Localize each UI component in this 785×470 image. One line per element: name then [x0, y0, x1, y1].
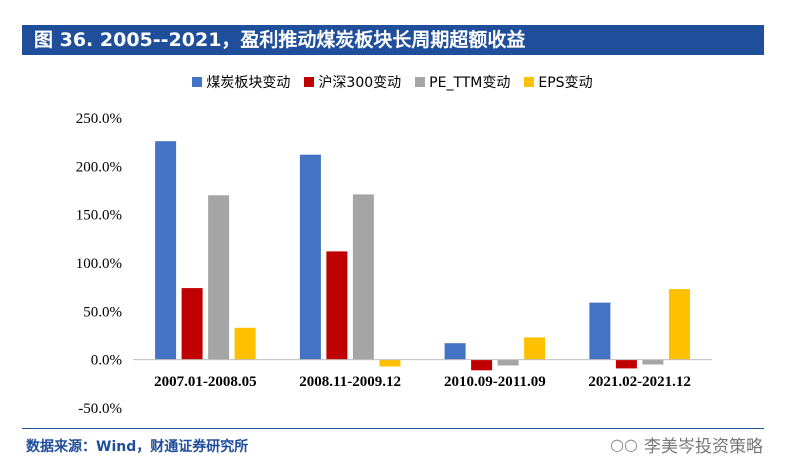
y-tick-label: 250.0% [76, 111, 122, 127]
bar [379, 359, 401, 367]
y-tick-label: 50.0% [83, 304, 122, 320]
legend-swatch-eps [524, 77, 535, 87]
legend-label-hs300: 沪深300变动 [318, 75, 402, 91]
watermark: ○○ 李美岑投资策略 [610, 432, 763, 457]
legend-swatch-hs300 [304, 77, 315, 87]
y-tick-label: 150.0% [76, 208, 122, 224]
y-tick-label: -50.0% [78, 401, 122, 417]
bar [352, 194, 374, 360]
source-note: 数据来源：Wind，财通证券研究所 [26, 439, 249, 455]
figure-title: 图 36. 2005--2021，盈利推动煤炭板块长周期超额收益 [22, 25, 764, 55]
bar [668, 289, 690, 360]
bar [299, 154, 321, 360]
legend-item-hs300: 沪深300变动 [304, 72, 401, 92]
bar [234, 327, 256, 360]
x-category-label: 2007.01-2008.05 [154, 374, 257, 390]
bar [326, 251, 348, 360]
legend-swatch-pe [415, 77, 426, 87]
wechat-icon: ○○ [610, 435, 638, 454]
bar [615, 359, 637, 369]
legend-item-coal: 煤炭板块变动 [192, 72, 290, 92]
bar [589, 302, 611, 360]
legend-item-eps: EPS变动 [524, 72, 593, 92]
y-tick-label: 100.0% [76, 256, 122, 272]
legend-label-eps: EPS变动 [538, 75, 593, 91]
legend-swatch-coal [192, 77, 203, 87]
bar [444, 343, 466, 360]
legend-item-pe: PE_TTM变动 [415, 72, 510, 92]
legend-label-coal: 煤炭板块变动 [206, 75, 291, 91]
bar [181, 288, 203, 360]
legend-label-pe: PE_TTM变动 [429, 75, 511, 91]
x-category-label: 2010.09-2011.09 [444, 374, 546, 390]
bar [497, 359, 519, 366]
bar [155, 141, 177, 360]
y-tick-label: 200.0% [76, 159, 122, 175]
watermark-text: 李美岑投资策略 [644, 437, 763, 457]
bar [524, 337, 546, 360]
bar [642, 359, 664, 365]
x-category-label: 2021.02-2021.12 [588, 374, 691, 390]
y-tick-label: 0.0% [91, 353, 122, 369]
footer-divider [22, 428, 764, 429]
bar [471, 359, 493, 371]
chart-legend: 煤炭板块变动 沪深300变动 PE_TTM变动 EPS变动 [0, 72, 785, 92]
x-category-label: 2008.11-2009.12 [299, 374, 401, 390]
bar [208, 195, 230, 360]
